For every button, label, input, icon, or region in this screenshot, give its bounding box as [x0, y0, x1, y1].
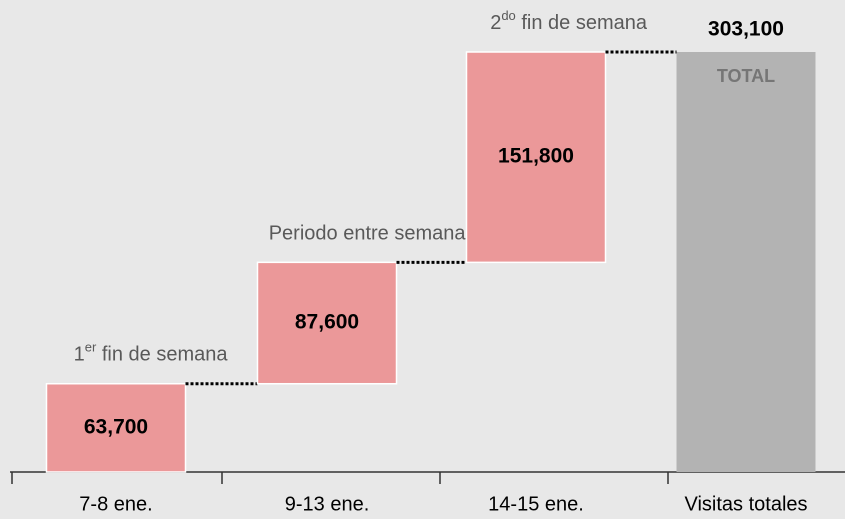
annotation-text: fin de semana — [516, 12, 648, 34]
value-label: 151,800 — [498, 145, 574, 168]
annotation: Periodo entre semana — [269, 223, 467, 245]
annotation-text: fin de semana — [96, 344, 228, 366]
x-tick-label: 14-15 ene. — [488, 493, 584, 515]
bar — [256, 261, 398, 385]
bar — [465, 51, 607, 264]
annotation-text: 1 — [74, 344, 85, 366]
annotation-superscript: er — [85, 340, 97, 355]
annotation: 1er fin de semana — [74, 340, 229, 366]
value-label: 303,100 — [708, 18, 784, 41]
annotation: 2do fin de semana — [490, 8, 648, 34]
total-label: TOTAL — [717, 66, 775, 86]
annotation-superscript: do — [501, 8, 515, 23]
x-tick-label: Visitas totales — [684, 493, 807, 515]
x-tick-label: 9-13 ene. — [285, 493, 370, 515]
annotation-text: Periodo entre semana — [269, 223, 467, 245]
value-label: 63,700 — [84, 415, 148, 438]
x-tick-label: 7-8 ene. — [79, 493, 152, 515]
bar — [45, 382, 187, 473]
value-label: 87,600 — [295, 311, 359, 334]
total-bar — [676, 52, 816, 472]
annotation-text: 2 — [490, 12, 501, 34]
